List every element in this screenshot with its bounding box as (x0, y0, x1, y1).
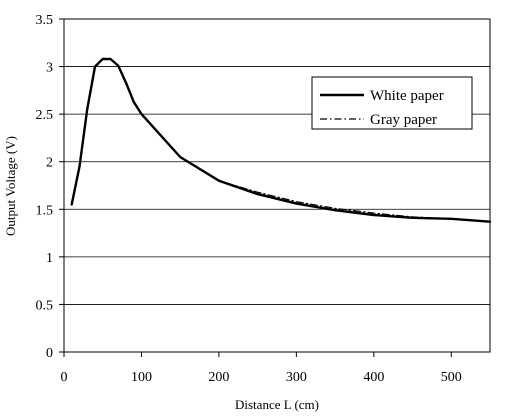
y-axis-title: Output Voltage (V) (3, 136, 18, 236)
y-tick-label: 0 (46, 346, 53, 361)
y-tick-label: 1 (46, 251, 53, 266)
y-tick-label: 1.5 (36, 203, 54, 218)
y-tick-label: 3 (46, 61, 53, 76)
y-tick-label: 2 (46, 156, 53, 171)
x-tick-label: 0 (61, 370, 68, 385)
x-tick-label: 300 (286, 370, 307, 385)
plot-frame (63, 18, 491, 353)
x-tick-label: 500 (441, 370, 462, 385)
legend-label-white-paper: White paper (370, 88, 444, 104)
x-axis-title: Distance L (cm) (235, 397, 319, 412)
x-tick-label: 400 (363, 370, 384, 385)
x-tick-label: 100 (131, 370, 152, 385)
legend-label-gray-paper: Gray paper (370, 112, 437, 128)
x-tick-label: 200 (208, 370, 229, 385)
legend: White paper Gray paper (311, 76, 473, 130)
series-layer (70, 57, 492, 223)
x-axis: 0 100 200 300 400 500 (61, 352, 462, 385)
y-tick-label: 3.5 (36, 13, 54, 28)
y-tick-label: 2.5 (36, 108, 54, 123)
grid-lines (64, 66, 490, 305)
series-line-white-paper (70, 57, 492, 223)
y-tick-label: 0.5 (36, 298, 54, 313)
y-axis: 0 0.5 1 1.5 2 2.5 3 3.5 (36, 13, 64, 361)
legend-box (311, 76, 473, 130)
